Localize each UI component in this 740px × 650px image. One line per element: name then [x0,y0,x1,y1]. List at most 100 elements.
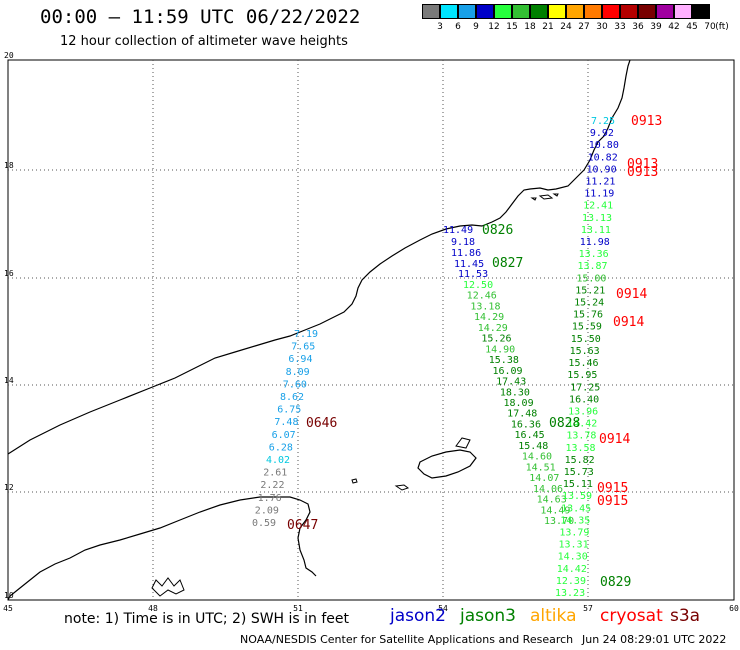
pass-time-label: 0647 [287,518,318,533]
pass-time-label: 0826 [482,223,513,238]
map-frame [7,59,735,601]
x-tick-label: 51 [293,604,303,613]
wave-height-value: 7.60 [283,379,307,390]
pass-time-label: 0829 [600,575,631,590]
y-tick-label: 14 [4,376,14,385]
wave-height-value: 18.30 [500,387,530,398]
scale-label: 70 [704,22,716,32]
wave-height-value: 17.25 [570,382,600,393]
wave-height-value: 14.49 [540,505,570,516]
legend-altika: altika [530,606,577,626]
x-tick-label: 60 [729,604,739,613]
pass-time-label: 0913 [627,157,658,172]
scale-swatch [656,4,674,19]
scale-swatch [476,4,494,19]
wave-height-value: 13.45 [561,503,591,514]
legend-jason2: jason2 [390,606,446,626]
scale-label: 33 [614,22,626,32]
legend-jason3: jason3 [460,606,516,626]
wave-height-value: 15.73 [564,467,594,478]
wave-height-value: 17.48 [507,409,537,420]
coastline-main [7,59,631,455]
wave-height-value: 15.00 [576,273,606,284]
island-small-3 [530,193,559,201]
wave-height-value: 15.26 [481,334,511,345]
pass-time-label: 0827 [492,256,523,271]
wave-height-value: 13.23 [555,588,585,599]
scale-label: 24 [560,22,572,32]
wave-height-value: 7.48 [274,417,298,428]
scale-swatch [674,4,692,19]
wave-height-value: 13.31 [558,540,588,551]
wave-height-value: 13.87 [577,261,607,272]
wave-height-value: 13.58 [565,443,595,454]
coast-detail-southwest [151,577,185,597]
wave-height-value: 18.09 [504,398,534,409]
timestamp-text: Jun 24 08:29:01 UTC 2022 [582,633,727,646]
wave-height-value: 15.95 [567,370,597,381]
wave-height-value: 15.38 [489,355,519,366]
wave-height-value: 14.42 [557,564,587,575]
wave-height-value: 12.41 [583,201,613,212]
scale-label: 45 [686,22,698,32]
wave-height-value: 13.78 [566,431,596,442]
wave-height-value: 8.62 [280,392,304,403]
wave-height-value: 2.61 [263,468,287,479]
wave-height-value: 16.45 [515,430,545,441]
island-small-2 [351,478,358,484]
scale-label: 9 [473,22,479,32]
wave-height-value: 15.21 [575,285,605,296]
scale-swatch [458,4,476,19]
scale-label: 27 [578,22,590,32]
pass-time-label: 0646 [306,416,337,431]
legend-cryosat: cryosat [600,606,663,626]
wave-height-value: 14.07 [529,473,559,484]
wave-height-value: 11.86 [451,248,481,259]
wave-height-values: 7.19 7.656.94 8.097.60 8.62 6.757.48 6.076.28… [252,116,619,599]
wave-height-value: 17.43 [496,377,526,388]
wave-height-value: 0.59 [252,518,276,529]
scale-swatch [692,4,710,19]
scale-label: 42 [668,22,680,32]
wave-height-value: 4.02 [266,455,290,466]
scale-swatch [602,4,620,19]
x-tick-label: 57 [583,604,593,613]
x-tick-label: 45 [3,604,13,613]
pass-time-label: 0913 [627,165,658,180]
island-east [417,449,477,479]
lat-lon-grid [8,60,734,600]
wave-height-value: 13.79 [559,527,589,538]
scale-label: 39 [650,22,662,32]
wave-height-value: 14.60 [522,452,552,463]
wave-height-value: 9.18 [451,237,475,248]
pass-time-label: 0915 [597,481,628,496]
wave-height-value: 11.19 [584,189,614,200]
scale-label: 21 [542,22,554,32]
wave-height-value: 8.09 [286,367,310,378]
scale-swatch [548,4,566,19]
wave-height-value: 11.53 [458,269,488,280]
wave-height-value: 13.70 [544,516,574,527]
y-tick-label: 16 [4,269,14,278]
footer-note: note: 1) Time is in UTC; 2) SWH is in fe… [64,611,350,627]
pass-time-label: 0914 [613,315,644,330]
wave-height-value: 6.94 [288,354,312,365]
wave-height-value: 15.59 [572,322,602,333]
scale-label: 12 [488,22,500,32]
page-subtitle: 12 hour collection of altimeter wave hei… [60,34,348,49]
scale-label: 6 [455,22,461,32]
wave-height-value: 14.90 [485,344,515,355]
island-small-1 [394,484,410,491]
wave-height-value: 13.11 [581,225,611,236]
scale-label: 30 [596,22,608,32]
pass-time-label: 0914 [599,432,630,447]
wave-height-value: 7.25 [591,116,615,127]
wave-height-value: 6.28 [269,442,293,453]
y-tick-label: 18 [4,161,14,170]
wave-height-value: 15.82 [565,455,595,466]
wave-height-value: 15.24 [574,298,604,309]
y-tick-label: 20 [4,51,14,60]
wave-height-value: 13.59 [562,491,592,502]
wave-height-value: 11.98 [580,237,610,248]
